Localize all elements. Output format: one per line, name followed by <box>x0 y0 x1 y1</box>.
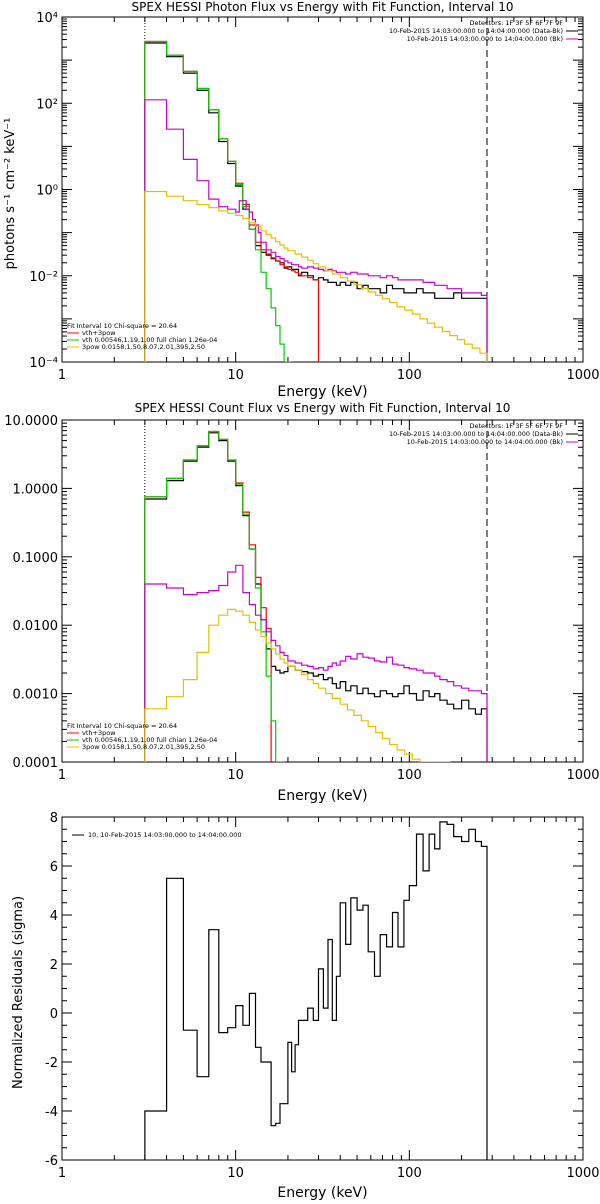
x-tick-label: 1000 <box>566 768 599 783</box>
chart-title: SPEX HESSI Count Flux vs Energy with Fit… <box>135 401 511 415</box>
y-tick-label: 0.0100 <box>13 619 59 634</box>
x-axis-label: Energy (keV) <box>277 1185 367 1200</box>
y-axis-ticks <box>62 816 583 1161</box>
y-tick-label: 10⁰ <box>36 184 58 199</box>
chart-panel-0: 1 10 100 1000 10⁻⁴ 10⁻² 10⁰ 10² 10⁴ SPEX HESSI Ph… <box>3 0 600 400</box>
y-tick-label: 0 <box>50 1007 58 1022</box>
series-vth <box>144 430 285 762</box>
x-tick-label: 100 <box>397 1166 422 1181</box>
plot-frame <box>61 16 584 363</box>
fit-legend-entry: vth 0.00546,1.19,1.00 full chian 1.26e-0… <box>82 336 217 344</box>
y-tick-label: -4 <box>45 1105 58 1120</box>
series-vth <box>144 40 293 362</box>
y-tick-label: 0.0001 <box>13 756 59 771</box>
chart-title: SPEX HESSI Photon Flux vs Energy with Fi… <box>132 0 514 14</box>
legend-entry: 10-Feb-2015 14:03:00.000 to 14:04:00.000… <box>389 27 563 35</box>
y-tick-label: 4 <box>50 909 58 924</box>
y-tick-label: 8 <box>50 811 58 826</box>
y-tick-label: 10.0000 <box>4 414 58 429</box>
y-tick-label: 10⁴ <box>36 11 58 26</box>
series-data-bk <box>144 432 488 762</box>
y-tick-label: -2 <box>45 1056 58 1071</box>
y-tick-label: 10⁻² <box>29 270 58 285</box>
x-tick-label: 100 <box>397 768 422 783</box>
series-bk <box>144 99 488 362</box>
legend-entry: 10-Feb-2015 14:03:00.000 to 14:04:00.000… <box>389 430 563 438</box>
fit-legend-entry: Fit Interval 10 Chi-square = 20.64 <box>67 322 177 330</box>
y-tick-label: 10² <box>36 97 58 112</box>
fit-legend-entry: 3pow 0.0158,1.50,8.07,2.01,395,2.50 <box>82 343 205 351</box>
y-axis-label: Normalized Residuals (sigma) <box>11 896 26 1089</box>
chart-panel-2: 1 10 100 1000 -6 -4 -2 0 2 4 6 8 Energy (keV) Normali… <box>11 811 600 1201</box>
series-data-bk <box>144 42 488 362</box>
x-tick-label: 10 <box>227 1166 244 1181</box>
plot-frame <box>61 419 584 763</box>
plot-frame <box>61 816 584 1161</box>
x-axis-ticks <box>61 420 576 762</box>
x-tick-label: 1 <box>58 368 66 383</box>
y-tick-label: 0.0010 <box>13 688 59 703</box>
x-tick-label: 1 <box>58 1166 66 1181</box>
series-10-10-feb-2015-14-03-00-000-to-14-04-00-000 <box>144 821 488 1160</box>
x-tick-label: 10 <box>227 368 244 383</box>
x-tick-label: 1 <box>58 768 66 783</box>
y-tick-label: -6 <box>45 1154 58 1169</box>
series-3pow <box>144 190 488 362</box>
legend-entry: Detectors: 1F 3F 5F 6F 7F 9F <box>469 422 563 430</box>
legend-entry: 10-Feb-2015 14:03:00.000 to 14:04:00.000… <box>407 438 563 446</box>
chart-panel-1: 1 10 100 1000 0.0001 0.0010 0.0100 0.1000 1.0000… <box>4 401 599 804</box>
y-axis-ticks <box>62 422 583 763</box>
fit-legend-entry: vth 0.00546,1.19,1.00 full chian 1.26e-0… <box>82 736 217 744</box>
legend-entry: 10-Feb-2015 14:03:00.000 to 14:04:00.000… <box>407 35 563 43</box>
y-tick-label: 2 <box>50 958 58 973</box>
fit-legend-entry: 3pow 0.0158,1.50,8.07,2.01,395,2.50 <box>82 743 205 751</box>
x-axis-label: Energy (keV) <box>277 384 367 400</box>
y-tick-label: 0.1000 <box>13 551 59 566</box>
fit-legend-entry: vth+3pow <box>82 729 116 737</box>
y-axis-ticks <box>62 18 583 363</box>
legend-entry: Detectors: 1F 3F 5F 6F 7F 9F <box>469 19 563 27</box>
x-axis-label: Energy (keV) <box>277 788 367 804</box>
fit-legend-entry: Fit Interval 10 Chi-square = 20.64 <box>67 722 177 730</box>
y-tick-label: 1.0000 <box>13 482 59 497</box>
legend-entry: 10, 10-Feb-2015 14:03:00.000 to 14:04:00… <box>88 831 241 839</box>
x-axis-ticks <box>61 817 576 1160</box>
y-tick-label: 10⁻⁴ <box>29 356 58 371</box>
series-3pow <box>144 608 451 762</box>
x-tick-label: 1000 <box>566 368 599 383</box>
x-tick-label: 10 <box>227 768 244 783</box>
x-tick-label: 100 <box>397 368 422 383</box>
fit-legend-entry: vth+3pow <box>82 329 116 337</box>
series-vth-3pow <box>144 430 272 762</box>
y-tick-label: 6 <box>50 860 58 875</box>
series-bk <box>144 564 488 762</box>
y-axis-label: photons s⁻¹ cm⁻² keV⁻¹ <box>3 118 18 270</box>
x-tick-label: 1000 <box>566 1166 599 1181</box>
